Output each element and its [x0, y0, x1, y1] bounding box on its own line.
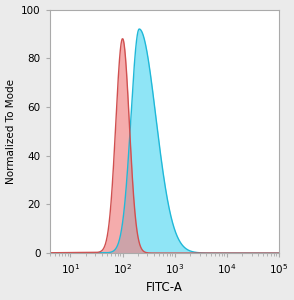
Y-axis label: Normalized To Mode: Normalized To Mode [6, 79, 16, 184]
X-axis label: FITC-A: FITC-A [146, 281, 183, 294]
